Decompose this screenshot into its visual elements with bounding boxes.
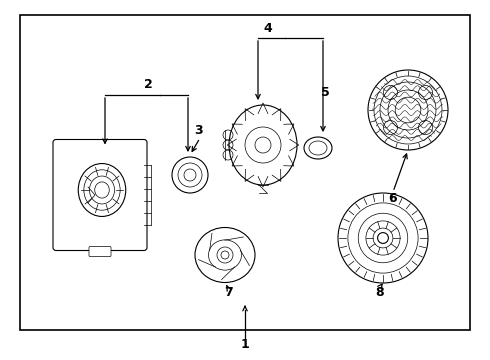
Text: 2: 2: [144, 78, 152, 91]
Text: 8: 8: [376, 285, 384, 298]
Text: 3: 3: [194, 123, 202, 136]
Bar: [20, 15, 470, 330]
Text: 5: 5: [320, 86, 329, 99]
FancyBboxPatch shape: [53, 139, 147, 251]
Text: 4: 4: [264, 22, 272, 35]
Text: 7: 7: [223, 287, 232, 300]
FancyBboxPatch shape: [89, 247, 111, 256]
Text: 6: 6: [389, 192, 397, 204]
Text: 1: 1: [241, 338, 249, 351]
